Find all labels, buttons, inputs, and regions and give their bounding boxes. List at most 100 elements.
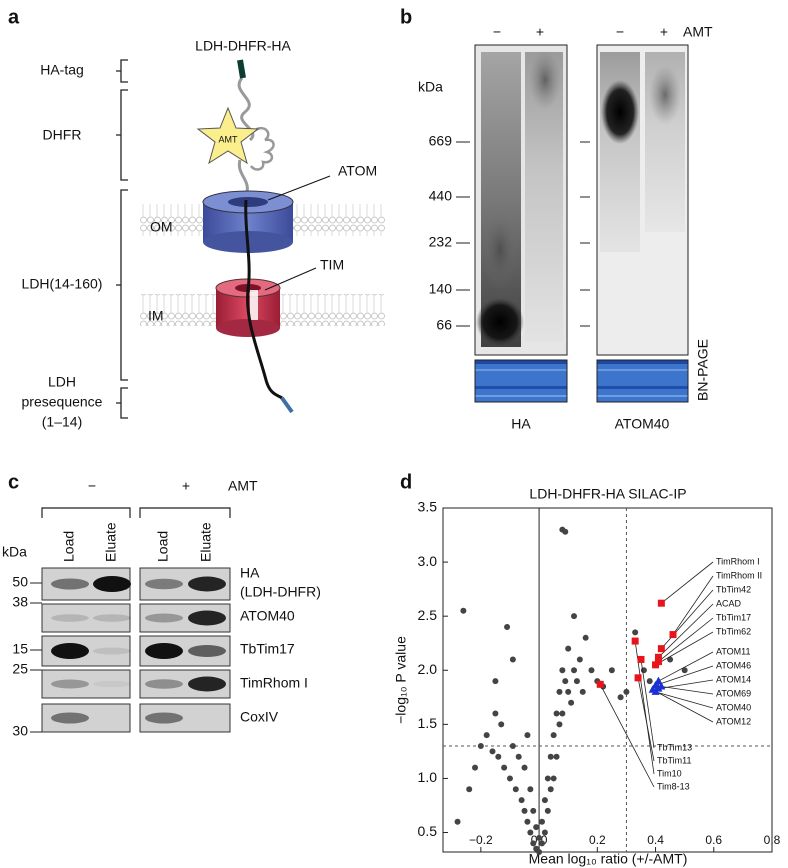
blot-band [51, 679, 89, 689]
blot-band [188, 676, 226, 692]
presequence [280, 396, 294, 414]
panel-letter: b [400, 6, 412, 28]
data-point [550, 775, 557, 782]
blot-band [145, 679, 183, 689]
region-label: HA-tag [40, 62, 84, 78]
data-point [527, 786, 534, 793]
y-tick-label: 1.5 [418, 715, 438, 731]
panel-letter: a [8, 6, 20, 28]
unit-label: kDa [2, 544, 27, 560]
blot-band [93, 614, 131, 622]
lane-sign: − [493, 24, 501, 40]
annotation-line [655, 665, 714, 686]
group-sign: − [88, 478, 96, 494]
data-point [530, 840, 537, 847]
blot-band [51, 712, 89, 724]
annotation-label: TbTim62 [716, 626, 751, 636]
gel-label: ATOM40 [615, 416, 670, 432]
data-point [654, 653, 662, 661]
annotation-line [640, 659, 655, 749]
blot-label: CoxIV [240, 709, 279, 725]
data-point [568, 699, 575, 706]
region-label: (1–14) [42, 414, 82, 430]
data-point [556, 688, 563, 695]
blot-strip [41, 603, 131, 633]
chart-title: LDH-DHFR-HA SILAC-IP [529, 486, 686, 502]
construct-name: LDH-DHFR-HA [195, 38, 291, 54]
data-point [521, 764, 528, 771]
data-point [483, 732, 490, 739]
data-point [489, 748, 496, 755]
membrane-label: IM [148, 308, 164, 324]
blot-band [145, 712, 183, 724]
x-tick-label: 0.4 [647, 833, 664, 847]
x-tick-label: 0.2 [589, 833, 606, 847]
data-point [504, 623, 511, 630]
y-tick-label: 0.5 [418, 823, 438, 839]
marker-ladder: 50 38 15 25 30 [12, 574, 42, 739]
treatment-label: AMT [683, 24, 713, 40]
blot-band [188, 645, 226, 657]
panel-a: a LDH-DHFR-HA HA-tag DHFR LDH(14-160) LD… [8, 6, 385, 430]
data-point [632, 629, 639, 636]
complex-label: ATOM [338, 163, 377, 179]
annotation-label: TimRhom II [716, 570, 762, 580]
data-point [576, 656, 583, 663]
data-point [562, 528, 569, 535]
data-point [681, 667, 688, 674]
annotation-line [661, 561, 714, 604]
dhfr-fold [249, 126, 275, 171]
atom-complex [202, 190, 294, 253]
marker-label: 140 [429, 281, 453, 297]
marker-label: 440 [429, 188, 453, 204]
blot-label: TimRhom I [240, 675, 308, 691]
lane-sign: + [536, 24, 544, 40]
region-label: DHFR [43, 127, 82, 143]
x-tick-label: −0.2 [469, 833, 493, 847]
data-point [544, 807, 551, 814]
data-point [637, 655, 645, 663]
blot-strip [41, 669, 131, 699]
blot-band [145, 643, 183, 659]
marker-label: 30 [12, 723, 28, 739]
annotation-line [634, 641, 655, 775]
data-point [466, 786, 473, 793]
data-point [559, 667, 566, 674]
y-tick-label: 2.0 [418, 661, 438, 677]
blot-band [145, 578, 183, 590]
data-point [515, 753, 522, 760]
panel-letter: d [400, 471, 412, 493]
blot-band [93, 680, 131, 688]
data-point [571, 613, 578, 620]
annotation-line [661, 589, 714, 649]
x-axis-title: Mean log₁₀ ratio (+/-AMT) [529, 851, 688, 867]
blot-label: HA [240, 565, 260, 581]
panel-letter: c [8, 471, 19, 493]
y-tick-label: 3.0 [418, 553, 438, 569]
data-point [524, 818, 531, 825]
annotation-line [655, 691, 714, 709]
annotation-label: TbTim42 [716, 584, 751, 594]
data-point [582, 634, 589, 641]
blot-band [51, 578, 89, 590]
data-point [657, 681, 666, 690]
data-point [544, 775, 551, 782]
data-point [657, 645, 665, 653]
annotation-label: TbTim17 [716, 612, 751, 622]
annotation-label: ATOM40 [716, 702, 751, 712]
data-point [562, 678, 569, 685]
data-point [538, 840, 545, 847]
data-point [565, 688, 572, 695]
data-point [518, 797, 525, 804]
data-point [460, 607, 467, 614]
data-point [553, 710, 560, 717]
data-point [509, 656, 516, 663]
lane-label: Load [61, 531, 77, 562]
annotation-label: TbTim13 [657, 742, 692, 752]
annotation-label: TbTim11 [657, 755, 692, 765]
data-point [533, 824, 540, 831]
blot-band [51, 614, 89, 622]
data-point [527, 829, 534, 836]
panel-d: d LDH-DHFR-HA SILAC-IP Mean log₁₀ ratio … [393, 471, 781, 866]
